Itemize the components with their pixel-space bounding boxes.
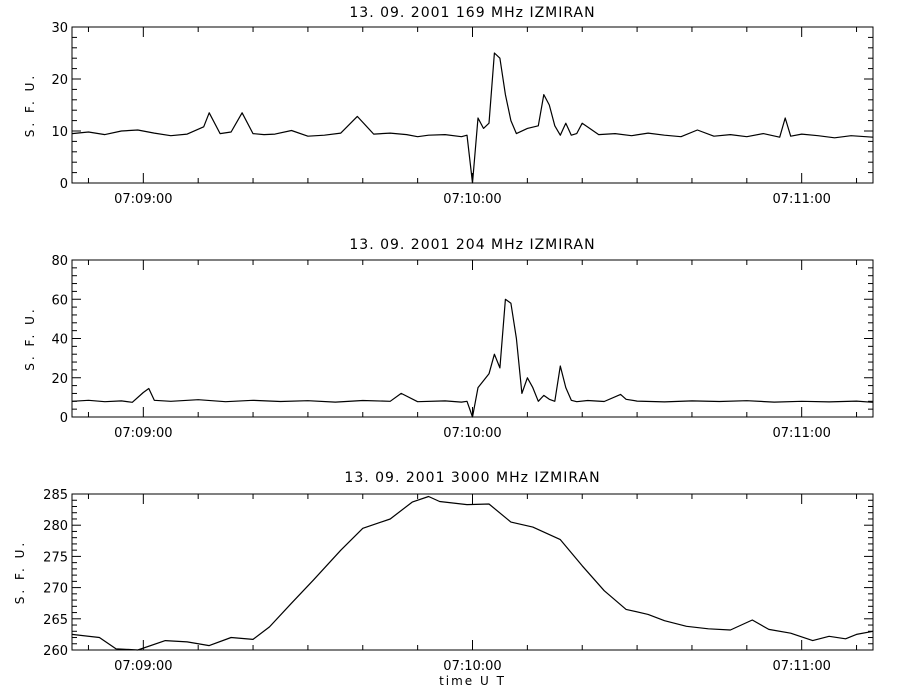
x-tick-label: 07:09:00 — [114, 426, 172, 441]
y-tick-label: 0 — [60, 177, 68, 192]
x-axis-label: time U T — [439, 674, 506, 688]
series-line — [71, 52, 874, 184]
y-tick-label: 285 — [43, 488, 68, 503]
x-tick-label: 07:10:00 — [443, 659, 501, 674]
y-tick-label: 270 — [43, 582, 68, 597]
y-tick-label: 80 — [51, 254, 68, 269]
y-tick-label: 0 — [60, 411, 68, 426]
x-tick-label: 07:10:00 — [443, 426, 501, 441]
series-line — [71, 298, 874, 418]
chart-title: 13. 09. 2001 204 MHz IZMIRAN — [349, 237, 595, 253]
x-tick-label: 07:11:00 — [772, 426, 830, 441]
y-tick-label: 280 — [43, 519, 68, 534]
y-axis-label: S. F. U. — [23, 306, 37, 370]
plot-frame — [71, 259, 874, 418]
chart-title: 13. 09. 2001 3000 MHz IZMIRAN — [344, 470, 600, 486]
plot-frame — [71, 26, 874, 184]
y-axis-label: S. F. U. — [23, 73, 37, 137]
chart-title: 13. 09. 2001 169 MHz IZMIRAN — [349, 5, 595, 21]
y-tick-label: 20 — [51, 73, 68, 88]
y-tick-label: 40 — [51, 333, 68, 348]
y-axis-label: S. F. U. — [13, 540, 27, 604]
x-tick-label: 07:09:00 — [114, 659, 172, 674]
x-tick-label: 07:10:00 — [443, 192, 501, 207]
y-tick-label: 10 — [51, 125, 68, 140]
y-tick-label: 30 — [51, 21, 68, 36]
series-line — [71, 495, 874, 651]
y-tick-label: 20 — [51, 372, 68, 387]
y-tick-label: 265 — [43, 613, 68, 628]
y-tick-label: 60 — [51, 293, 68, 308]
x-tick-label: 07:11:00 — [772, 659, 830, 674]
y-tick-label: 275 — [43, 550, 68, 565]
plot-frame — [71, 493, 874, 651]
x-tick-label: 07:11:00 — [772, 192, 830, 207]
x-tick-label: 07:09:00 — [114, 192, 172, 207]
y-tick-label: 260 — [43, 644, 68, 659]
